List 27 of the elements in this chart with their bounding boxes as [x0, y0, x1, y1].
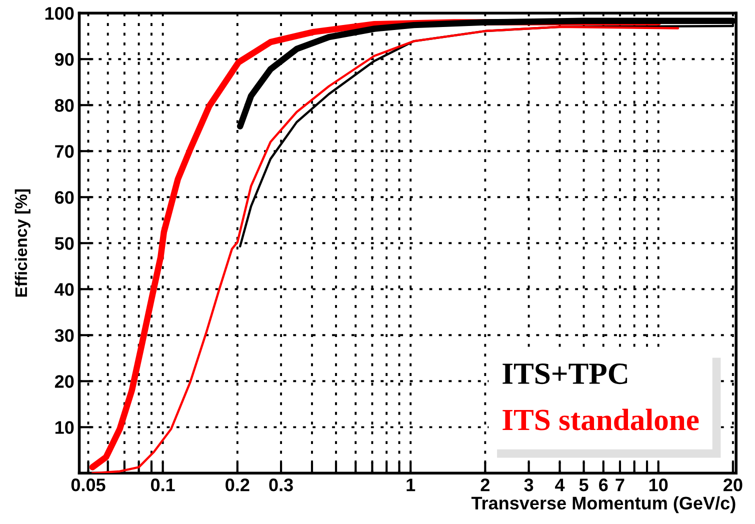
x-tick-label: 2: [480, 478, 490, 492]
x-axis-title: Transverse Momentum (GeV/c): [471, 496, 736, 514]
y-tick-label: 90: [54, 53, 74, 66]
y-tick-label: 30: [54, 329, 74, 342]
x-tick-label: 0.05: [71, 478, 106, 492]
x-tick-label: 10: [649, 478, 668, 492]
x-tick-label: 6: [599, 478, 608, 492]
text: ITS+TPC: [502, 364, 628, 384]
x-tick-label: 7: [616, 478, 624, 492]
y-tick-label: 60: [54, 191, 74, 204]
y-tick-label: 100: [45, 7, 74, 20]
y-tick-label: 70: [55, 145, 74, 158]
x-tick-label: 5: [579, 478, 588, 492]
x-tick-label: 0.3: [269, 478, 293, 492]
y-tick-label: 20: [54, 375, 74, 388]
y-tick-label: 40: [54, 283, 74, 296]
x-tick-label: 3: [524, 478, 534, 492]
text: ITS standalone: [502, 408, 699, 430]
x-tick-label: 0.1: [150, 478, 175, 492]
y-axis-title: Efficiency [%]: [14, 189, 30, 297]
x-tick-label: 0.2: [226, 478, 250, 492]
y-tick-label: 10: [55, 421, 74, 434]
x-tick-label: 1: [406, 478, 416, 492]
y-tick-label: 80: [54, 99, 74, 112]
x-tick-label: 20: [724, 478, 742, 492]
y-tick-label: 50: [54, 237, 74, 250]
x-tick-label: 4: [555, 478, 565, 492]
